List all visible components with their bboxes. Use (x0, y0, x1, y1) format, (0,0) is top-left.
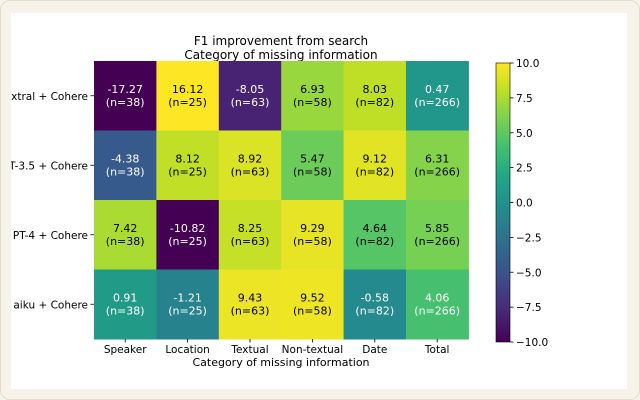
cell-value-label: 9.12 (363, 152, 388, 165)
x-tick-label: Date (362, 344, 387, 356)
cell-count-label: (n=82) (355, 304, 394, 317)
figure-canvas: F1 improvement from search Category of m… (11, 13, 627, 389)
cell-value-label: 5.85 (425, 222, 450, 235)
cell-value-label: 4.64 (363, 222, 388, 235)
cell-count-label: (n=25) (168, 304, 207, 317)
cell-count-label: (n=266) (414, 304, 460, 317)
x-tick-label: Speaker (104, 344, 147, 356)
colorbar-tick-label: 0.0 (516, 198, 533, 210)
colorbar-tick-label: 10.0 (516, 58, 539, 70)
cell-count-label: (n=25) (168, 235, 207, 248)
heatmap-cell (343, 200, 407, 270)
heatmap-cell (218, 200, 282, 270)
heatmap-cell (281, 130, 345, 201)
colorbar-tick-label: 2.5 (516, 163, 533, 175)
y-tick-label: aiku + Cohere (13, 299, 88, 311)
cell-value-label: -1.21 (173, 291, 201, 304)
cell-value-label: 9.52 (300, 291, 325, 304)
cell-count-label: (n=58) (293, 304, 332, 317)
cell-count-label: (n=266) (414, 165, 460, 178)
cell-count-label: (n=82) (355, 165, 394, 178)
heatmap-cell (281, 200, 345, 270)
cell-count-label: (n=58) (293, 165, 332, 178)
cell-value-label: 16.12 (172, 83, 204, 96)
cell-value-label: 8.25 (238, 222, 263, 235)
colorbar-tick-label: −2.5 (516, 232, 542, 244)
cell-count-label: (n=82) (355, 235, 394, 248)
heatmap-cell (281, 269, 345, 340)
heatmap-cell (94, 61, 157, 131)
cell-value-label: -10.82 (170, 222, 205, 235)
cell-value-label: 9.29 (300, 222, 325, 235)
cell-count-label: (n=63) (231, 304, 270, 317)
heatmap-cell (281, 61, 345, 131)
heatmap-cell (343, 61, 407, 131)
colorbar-tick-label: −5.0 (516, 267, 542, 279)
cell-count-label: (n=266) (414, 235, 460, 248)
heatmap-cell (218, 130, 282, 201)
cell-value-label: 7.42 (113, 222, 138, 235)
y-tick-label: T-3.5 + Cohere (11, 160, 88, 172)
cell-value-label: 8.03 (363, 83, 388, 96)
chart-title: F1 improvement from search (194, 34, 368, 48)
heatmap-cell (94, 269, 157, 340)
x-tick-label: Textual (230, 344, 268, 356)
cell-value-label: 6.93 (300, 83, 325, 96)
heatmap-cell (156, 130, 220, 201)
heatmap-cell (218, 61, 282, 131)
cell-count-label: (n=38) (106, 165, 145, 178)
x-axis-label: Category of missing information (192, 356, 369, 369)
heatmap-cell (94, 200, 157, 270)
heatmap-cell (156, 200, 220, 270)
heatmap-cell (218, 269, 282, 340)
cell-value-label: 8.12 (175, 152, 200, 165)
cell-count-label: (n=63) (231, 96, 270, 109)
cell-count-label: (n=38) (106, 304, 145, 317)
colorbar-tick-label: −10.0 (516, 337, 548, 349)
cell-count-label: (n=25) (168, 165, 207, 178)
x-tick-label: Non-textual (282, 344, 343, 356)
colorbar-tick-label: 7.5 (516, 93, 533, 105)
colorbar-tick-label: −7.5 (516, 302, 542, 314)
y-tick-label: PT-4 + Cohere (13, 230, 88, 242)
cell-value-label: -8.05 (236, 83, 264, 96)
cell-count-label: (n=266) (414, 96, 460, 109)
cell-count-label: (n=58) (293, 235, 332, 248)
cell-value-label: -4.38 (111, 152, 139, 165)
cell-value-label: -17.27 (107, 83, 142, 96)
cell-value-label: 0.47 (425, 83, 450, 96)
chart-subtitle: Category of missing information (184, 48, 377, 62)
heatmap-cell (406, 61, 469, 131)
heatmap-cell (156, 269, 220, 340)
cell-count-label: (n=82) (355, 96, 394, 109)
y-tick-label: xtral + Cohere (11, 91, 88, 103)
x-tick-label: Total (424, 344, 450, 356)
cell-value-label: 5.47 (300, 152, 325, 165)
cell-count-label: (n=38) (106, 235, 145, 248)
cell-value-label: 4.06 (425, 291, 450, 304)
cell-value-label: 8.92 (238, 152, 263, 165)
cell-count-label: (n=38) (106, 96, 145, 109)
heatmap-cell (156, 61, 220, 131)
heatmap-cell (406, 269, 469, 340)
heatmap-cell (406, 130, 469, 201)
heatmap-cell (343, 269, 407, 340)
colorbar-gradient (496, 63, 510, 342)
heatmap-chart: F1 improvement from search Category of m… (11, 34, 548, 369)
cell-value-label: 0.91 (113, 291, 138, 304)
cell-count-label: (n=63) (231, 165, 270, 178)
heatmap-cell (406, 200, 469, 270)
colorbar-tick-label: 5.0 (516, 128, 533, 140)
cell-value-label: 6.31 (425, 152, 450, 165)
cell-count-label: (n=63) (231, 235, 270, 248)
heatmap-cell (343, 130, 407, 201)
cell-count-label: (n=58) (293, 96, 332, 109)
cell-count-label: (n=25) (168, 96, 207, 109)
x-tick-label: Location (165, 344, 209, 356)
cell-value-label: 9.43 (238, 291, 263, 304)
cell-value-label: -0.58 (361, 291, 389, 304)
heatmap-cell (94, 130, 157, 201)
